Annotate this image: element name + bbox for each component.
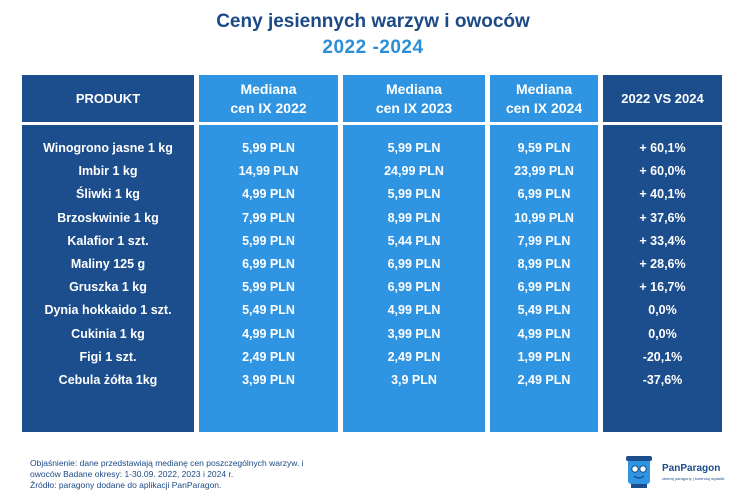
cell-median-2022: 2,49 PLN: [242, 349, 295, 364]
cell-change-2022-vs-2024: + 28,6%: [639, 257, 686, 271]
cell-median-2022: 4,99 PLN: [242, 187, 295, 202]
logo-tagline: zbieraj paragony | kontroluj wydatki: [662, 476, 725, 481]
cell-product: Maliny 125 g: [70, 257, 146, 271]
cell-median-2023: 2,49 PLN: [387, 349, 441, 364]
cell-median-2024: 6,99 PLN: [517, 187, 571, 202]
cell-median-2023: 4,99 PLN: [387, 303, 441, 318]
cell-product: Imbir 1 kg: [78, 164, 138, 179]
cell-change-2022-vs-2024: + 37,6%: [639, 210, 686, 225]
cell-median-2023: 3,9 PLN: [391, 373, 437, 387]
cell-median-2022: 5,99 PLN: [242, 280, 295, 295]
cell-median-2022: 6,99 PLN: [242, 257, 295, 271]
cell-product: Śliwki 1 kg: [76, 187, 140, 202]
column-2022-bg: [199, 75, 338, 432]
cell-change-2022-vs-2024: + 60,0%: [639, 164, 686, 179]
cell-product: Brzoskwinie 1 kg: [57, 210, 159, 225]
cell-product: Cebula żółta 1kg: [58, 373, 158, 387]
chart-title: Ceny jesiennych warzyw i owoców: [216, 11, 530, 32]
cell-median-2024: 4,99 PLN: [517, 326, 571, 341]
cell-median-2022: 4,99 PLN: [242, 326, 295, 341]
header-median-2024: Mediana cen IX 2024: [505, 80, 583, 116]
header-median-2022: Mediana cen IX 2022: [230, 80, 307, 116]
cell-median-2024: 8,99 PLN: [517, 257, 571, 271]
header-change-2022-vs-2024: 2022 VS 2024: [621, 91, 704, 106]
cell-change-2022-vs-2024: + 60,1%: [639, 141, 686, 155]
cell-product: Winogrono jasne 1 kg: [43, 141, 173, 155]
cell-change-2022-vs-2024: -37,6%: [642, 373, 683, 387]
cell-median-2022: 3,99 PLN: [242, 373, 295, 387]
chart-subtitle: 2022 -2024: [322, 37, 424, 58]
header-median-2023: Mediana cen IX 2023: [375, 80, 453, 116]
panparagon-logo: PanParagon zbieraj paragony | kontroluj …: [622, 454, 732, 490]
footnote-line: Źródło: paragony dodane do aplikacji Pan…: [30, 480, 222, 490]
cell-product: Gruszka 1 kg: [69, 280, 147, 295]
cell-median-2023: 3,99 PLN: [387, 326, 441, 341]
cell-median-2023: 6,99 PLN: [387, 280, 441, 295]
column-change-bg: [603, 75, 722, 432]
cell-median-2024: 2,49 PLN: [517, 373, 571, 387]
cell-change-2022-vs-2024: + 33,4%: [639, 233, 686, 248]
cell-median-2024: 5,49 PLN: [517, 303, 571, 318]
price-table: PRODUKT Mediana cen IX 2022 Mediana cen IX…: [22, 75, 722, 432]
cell-median-2024: 6,99 PLN: [517, 280, 571, 295]
cell-change-2022-vs-2024: + 16,7%: [639, 280, 686, 295]
cell-median-2022: 14,99 PLN: [238, 164, 299, 179]
cell-median-2024: 10,99 PLN: [514, 210, 574, 225]
cell-median-2023: 24,99 PLN: [384, 164, 444, 179]
cell-product: Figi 1 szt.: [79, 349, 137, 364]
cell-median-2023: 6,99 PLN: [387, 257, 441, 271]
cell-change-2022-vs-2024: + 40,1%: [639, 187, 686, 202]
cell-median-2024: 1,99 PLN: [517, 349, 571, 364]
cell-change-2022-vs-2024: 0,0%: [648, 326, 677, 341]
cell-change-2022-vs-2024: -20,1%: [642, 349, 683, 364]
cell-median-2023: 5,99 PLN: [387, 187, 441, 202]
mascot-icon: [626, 456, 652, 488]
cell-median-2024: 9,59 PLN: [517, 141, 571, 155]
cell-median-2022: 5,99 PLN: [242, 233, 295, 248]
cell-median-2022: 7,99 PLN: [242, 210, 295, 225]
cell-median-2022: 5,49 PLN: [242, 303, 295, 318]
cell-product: Cukinia 1 kg: [71, 326, 145, 341]
footnote: Objaśnienie: dane przedstawiają medianę …: [30, 458, 360, 491]
footnote-line: owoców Badane okresy: 1-30.09. 2022, 202…: [30, 469, 234, 479]
cell-median-2023: 5,99 PLN: [387, 141, 441, 155]
cell-median-2023: 5,44 PLN: [387, 233, 441, 248]
column-2023-bg: [343, 75, 485, 432]
cell-median-2024: 23,99 PLN: [514, 164, 574, 179]
header-product: PRODUKT: [75, 91, 141, 106]
cell-median-2022: 5,99 PLN: [242, 141, 295, 155]
cell-median-2024: 7,99 PLN: [517, 233, 571, 248]
footnote-line: Objaśnienie: dane przedstawiają medianę …: [30, 458, 304, 468]
cell-product: Kalafior 1 szt.: [67, 233, 149, 248]
cell-change-2022-vs-2024: 0,0%: [648, 303, 677, 318]
column-product-bg: [22, 75, 194, 432]
logo-name: PanParagon: [662, 463, 721, 474]
cell-product: Dynia hokkaido 1 szt.: [44, 303, 172, 318]
cell-median-2023: 8,99 PLN: [387, 210, 441, 225]
column-2024-bg: [490, 75, 598, 432]
